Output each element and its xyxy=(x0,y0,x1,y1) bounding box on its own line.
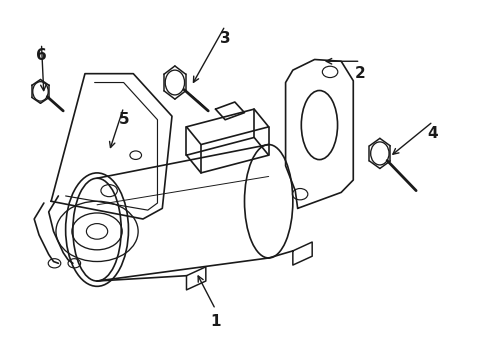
Text: 5: 5 xyxy=(118,112,129,127)
Text: 6: 6 xyxy=(36,49,47,63)
Text: 1: 1 xyxy=(210,314,220,329)
Text: 4: 4 xyxy=(427,126,437,141)
Text: 3: 3 xyxy=(220,31,230,46)
Text: 2: 2 xyxy=(354,66,365,81)
